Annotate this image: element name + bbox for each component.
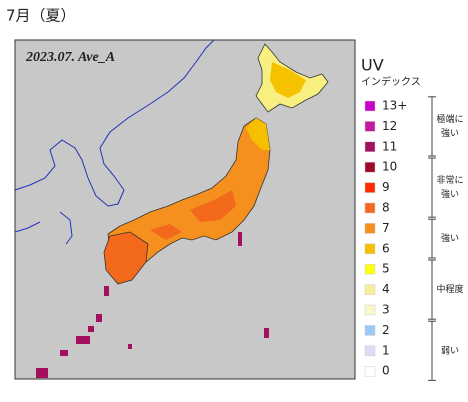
legend-label: 1 xyxy=(382,343,390,357)
page-title: 7月（夏） xyxy=(6,7,76,25)
legend-label: 11 xyxy=(382,139,397,153)
map-label: 2023.07. Ave_A xyxy=(25,50,115,65)
legend-swatch xyxy=(364,263,376,275)
group-label: 強い xyxy=(441,188,459,200)
legend-swatch xyxy=(364,243,376,255)
legend-swatch xyxy=(364,304,376,316)
group-label: 強い xyxy=(441,232,459,244)
legend-swatch xyxy=(364,202,376,214)
legend-subtitle: インデックス xyxy=(361,75,421,88)
group-label: 極端に xyxy=(436,113,463,125)
tohoku-north xyxy=(246,118,270,150)
islands xyxy=(36,232,269,378)
legend-swatch xyxy=(364,223,376,234)
legend-swatch xyxy=(364,345,376,357)
hokkaido-inner xyxy=(270,62,306,98)
legend-label: 12 xyxy=(382,119,397,133)
continent-coast xyxy=(14,39,215,245)
group-label: 非常に xyxy=(436,174,463,186)
group-label: 強い xyxy=(441,127,459,139)
legend-swatch xyxy=(364,161,376,173)
legend-label: 2 xyxy=(382,323,390,337)
kyushu xyxy=(103,231,149,285)
map: 2023.07. Ave_A xyxy=(14,39,356,380)
legend-title: UV xyxy=(361,56,384,75)
legend-label: 4 xyxy=(382,282,390,296)
legend-swatch xyxy=(364,121,376,132)
group-label: 弱い xyxy=(441,345,459,356)
legend-swatch xyxy=(364,182,376,193)
legend-label: 10 xyxy=(382,160,397,174)
legend-label: 3 xyxy=(382,303,390,317)
legend-label: 8 xyxy=(382,201,390,215)
legend-swatch xyxy=(364,365,376,377)
legend-label: 6 xyxy=(382,241,390,255)
legend-swatch xyxy=(364,284,376,295)
legend-swatch xyxy=(364,100,376,112)
group-label: 中程度 xyxy=(436,283,463,295)
legend-swatch xyxy=(364,141,376,153)
hot-zone xyxy=(150,190,236,240)
legend-label: 5 xyxy=(382,262,390,276)
legend-label: 13+ xyxy=(382,99,407,113)
legend-label: 0 xyxy=(382,364,390,378)
legend-label: 7 xyxy=(382,221,390,235)
legend-swatch xyxy=(364,325,376,336)
legend-label: 9 xyxy=(382,180,390,194)
